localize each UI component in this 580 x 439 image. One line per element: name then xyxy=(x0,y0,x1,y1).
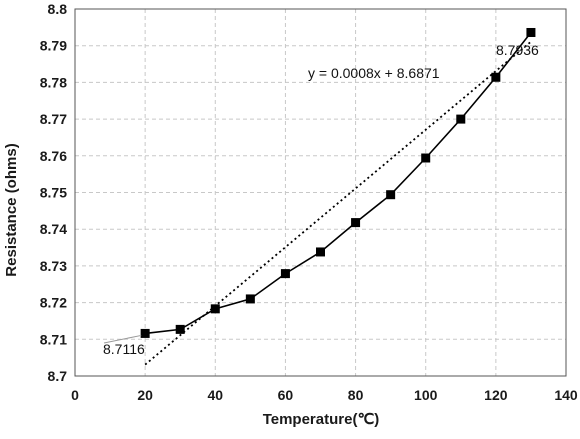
y-tick-label: 8.71 xyxy=(40,331,67,347)
x-tick-label: 80 xyxy=(348,387,364,403)
y-tick-label: 8.77 xyxy=(40,111,67,127)
tick-labels: 0 20 40 60 80 100 120 140 8.7 8.71 8.72 8.73 8.74 8.7… xyxy=(40,1,578,403)
plot-area-border xyxy=(74,8,567,377)
data-point-marker xyxy=(316,247,325,257)
x-axis-title: Temperature(℃) xyxy=(263,411,380,428)
data-point-marker xyxy=(421,153,431,163)
x-tick-label: 100 xyxy=(414,387,438,403)
data-point-marker xyxy=(526,27,536,37)
y-tick-label: 8.74 xyxy=(40,221,67,237)
y-axis-title: Resistance (ohms) xyxy=(3,143,20,276)
data-point-marker xyxy=(386,190,396,200)
first-point-label: 8.7116 xyxy=(103,341,145,357)
x-tick-label: 60 xyxy=(278,387,294,403)
x-tick-label: 140 xyxy=(554,387,578,403)
data-point-marker xyxy=(351,218,361,228)
axes xyxy=(74,8,567,377)
y-tick-label: 8.8 xyxy=(48,1,68,17)
linear-trendline xyxy=(144,40,532,366)
data-point-marker xyxy=(245,294,255,304)
y-tick-label: 8.79 xyxy=(40,38,67,54)
data-point-marker xyxy=(491,72,501,82)
y-tick-label: 8.76 xyxy=(40,148,67,164)
y-tick-label: 8.72 xyxy=(40,295,67,311)
last-point-label: 8.7936 xyxy=(496,42,539,58)
data-point-marker xyxy=(175,324,185,334)
data-point-marker xyxy=(456,114,466,124)
x-tick-label: 20 xyxy=(137,387,153,403)
data-point-marker xyxy=(280,269,290,279)
y-tick-label: 8.75 xyxy=(40,185,67,201)
x-tick-label: 120 xyxy=(484,387,508,403)
data-series xyxy=(103,27,536,344)
x-tick-label: 0 xyxy=(71,387,79,403)
y-tick-label: 8.7 xyxy=(48,368,68,384)
series-line xyxy=(145,31,532,335)
gridlines xyxy=(75,9,566,376)
trendline-layer xyxy=(144,40,532,366)
y-tick-label: 8.78 xyxy=(40,74,67,90)
first-point-leader-line xyxy=(103,334,142,344)
x-tick-label: 40 xyxy=(207,387,223,403)
trendline-equation-label: y = 0.0008x + 8.6871 xyxy=(308,65,440,81)
data-point-marker xyxy=(140,328,150,338)
data-point-marker xyxy=(210,304,220,314)
y-tick-label: 8.73 xyxy=(40,258,67,274)
